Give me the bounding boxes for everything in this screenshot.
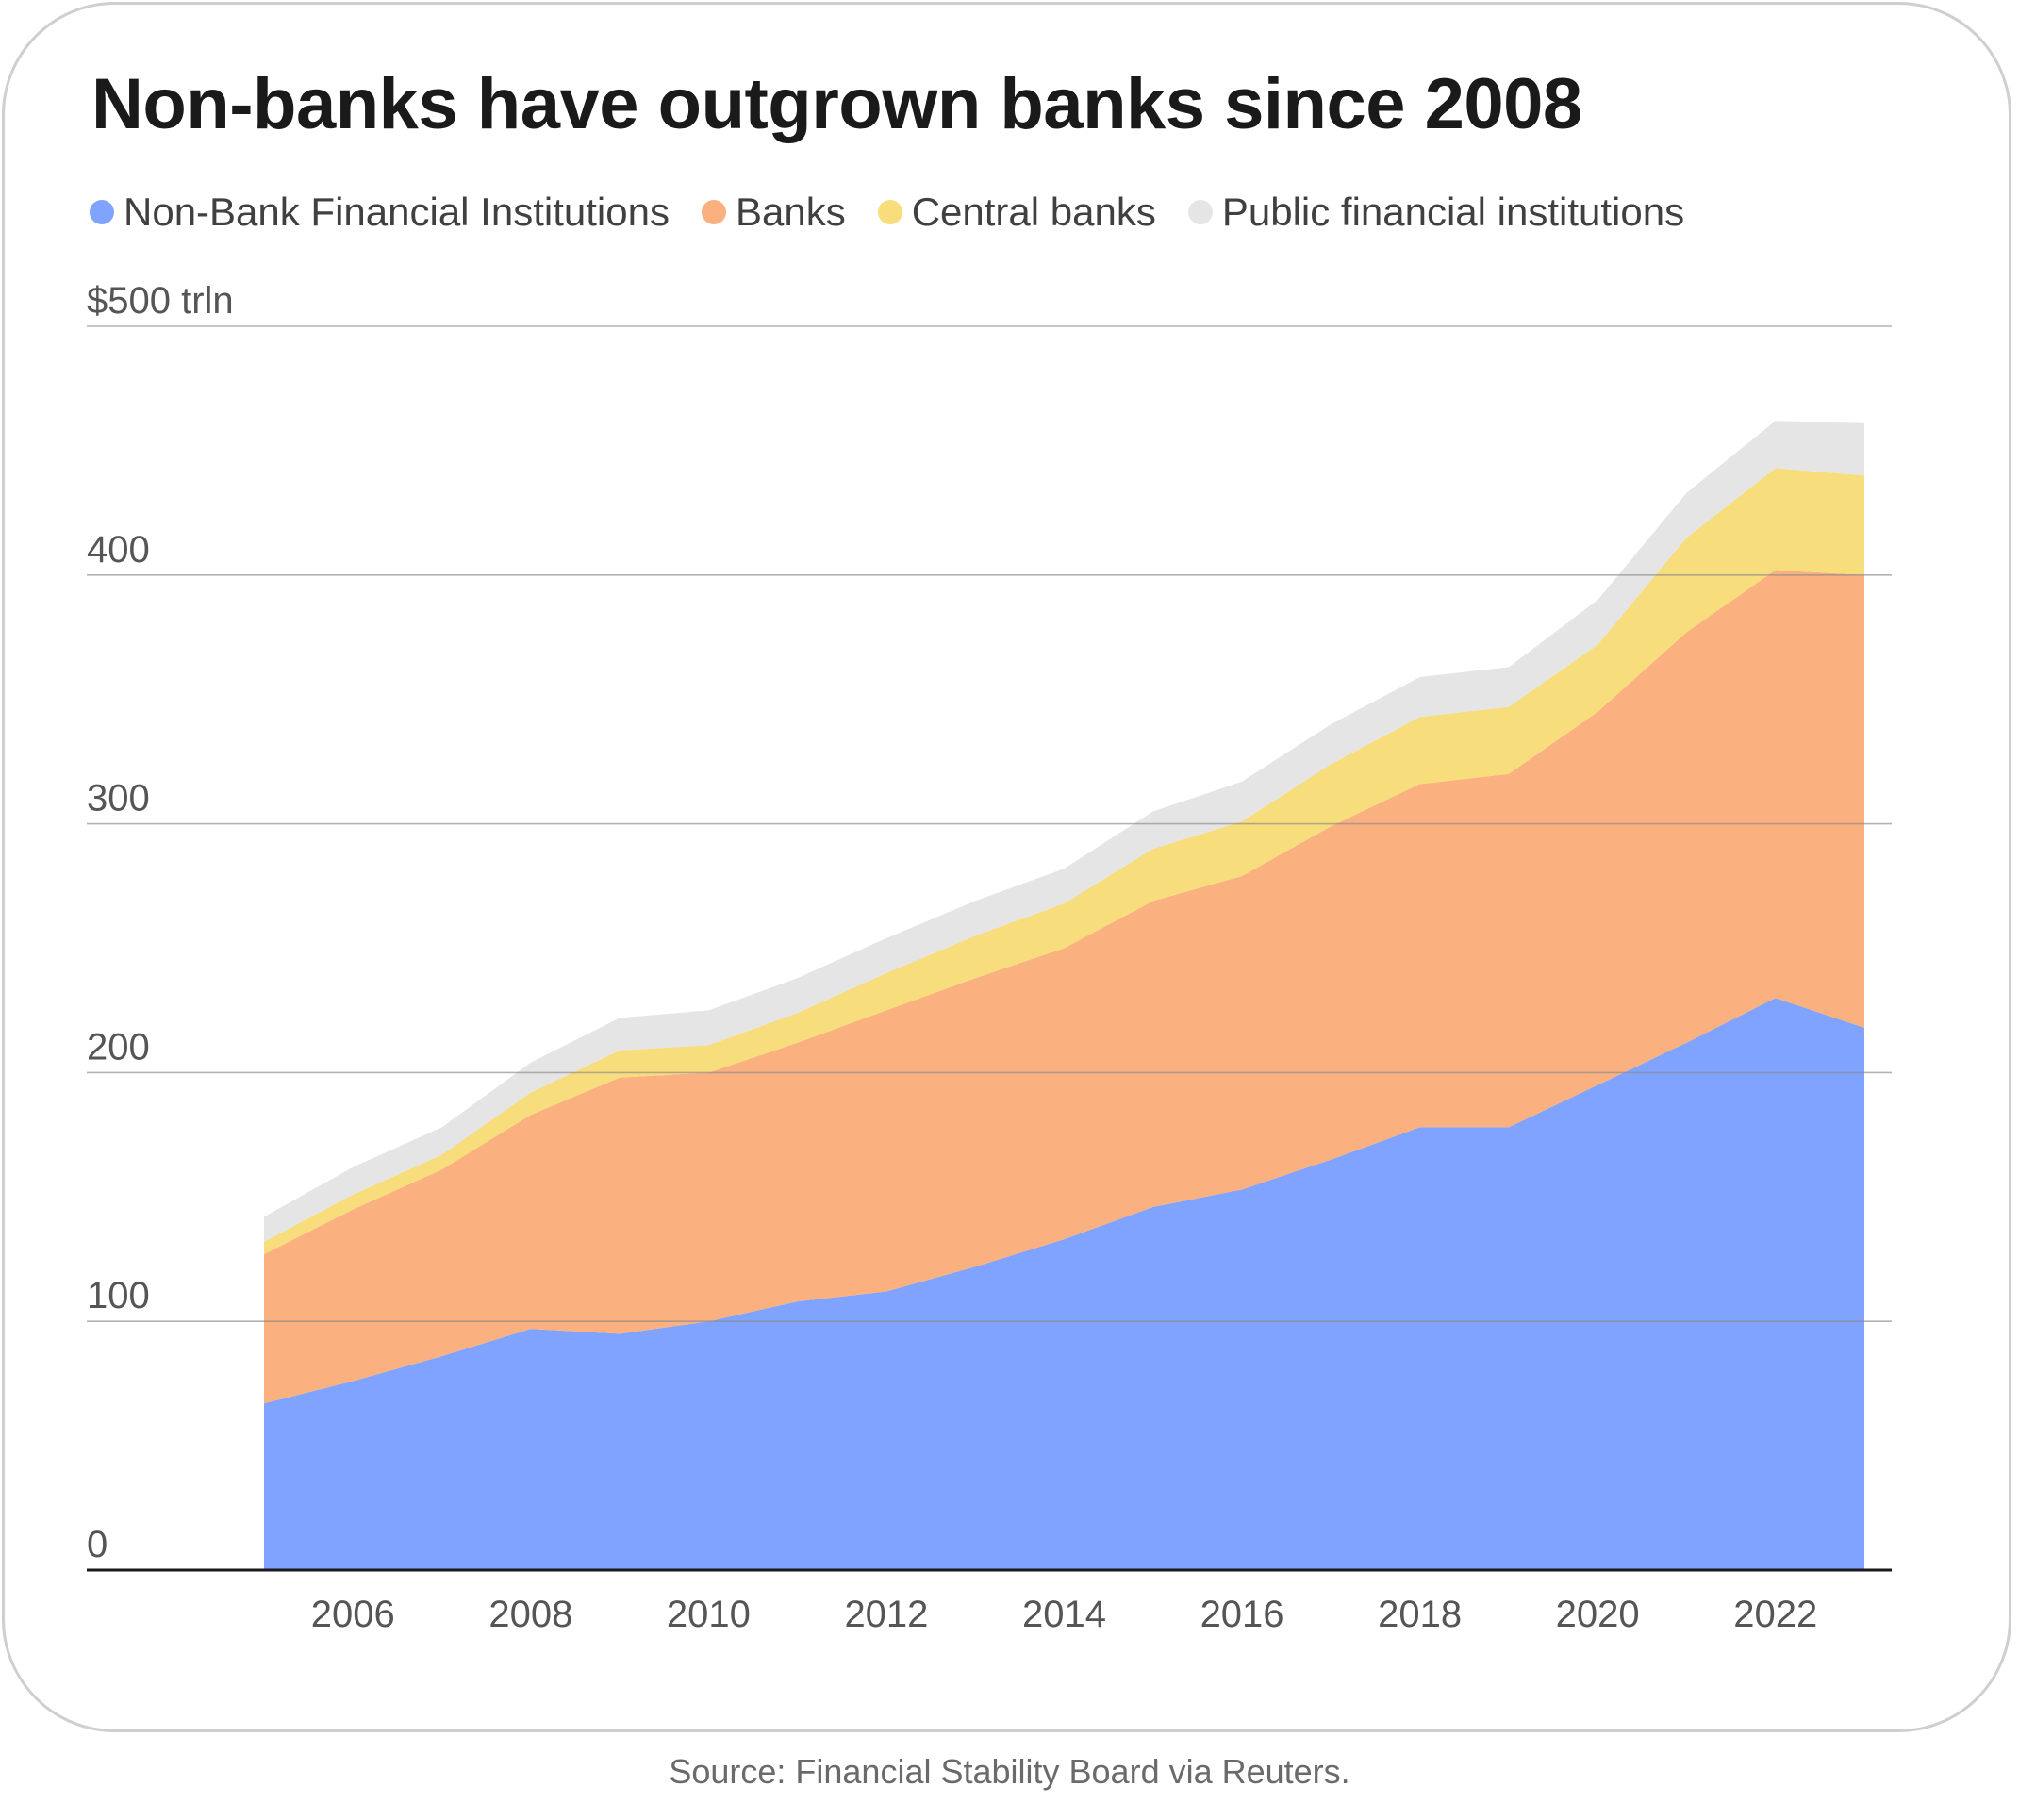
y-tick-label: 200 — [87, 1026, 150, 1067]
x-tick-label: 2012 — [844, 1594, 928, 1635]
area-banks — [264, 570, 1864, 1404]
x-axis-labels: 2006 2008 2010 2012 2014 2016 2018 2020 2022 — [311, 1594, 1817, 1635]
x-tick-label: 2016 — [1200, 1594, 1284, 1635]
x-tick-label: 2006 — [311, 1594, 395, 1635]
x-tick-label: 2010 — [667, 1594, 751, 1635]
legend-item-central-banks: Central banks — [877, 190, 1156, 235]
legend-label: Banks — [735, 190, 846, 234]
legend-item-non-bank-financial-institutions: Non-Bank Financial Institutions — [90, 190, 670, 235]
area-public-financial-institutions — [264, 421, 1864, 1242]
legend-swatch — [90, 200, 114, 224]
y-tick-label: 0 — [87, 1524, 108, 1565]
legend-label: Non-Bank Financial Institutions — [124, 190, 670, 234]
legend-swatch — [701, 200, 726, 224]
x-tick-label: 2020 — [1556, 1594, 1640, 1635]
chart-legend: Non-Bank Financial Institutions Banks Cent… — [90, 184, 1716, 240]
y-tick-label: 300 — [87, 778, 150, 819]
area-central-banks — [264, 468, 1864, 1254]
x-tick-label: 2008 — [488, 1594, 572, 1635]
x-tick-label: 2018 — [1378, 1594, 1462, 1635]
y-tick-label: $500 trln — [87, 280, 234, 322]
y-tick-label: 400 — [87, 529, 150, 571]
legend-label: Central banks — [911, 190, 1156, 234]
legend-label: Public financial institutions — [1221, 190, 1685, 234]
legend-swatch — [877, 200, 902, 224]
legend-item-banks: Banks — [701, 190, 846, 235]
x-tick-label: 2014 — [1022, 1594, 1106, 1635]
legend-swatch — [1187, 200, 1213, 224]
area-layers — [264, 421, 1864, 1570]
area-non-bank-financial-institutions — [264, 998, 1864, 1570]
y-tick-label: 100 — [87, 1275, 150, 1316]
y-grid: 0 100 200 300 400 $500 trln — [87, 280, 1892, 1572]
source-note: Source: Financial Stability Board via Re… — [669, 1752, 1350, 1791]
legend-item-public-financial-institutions: Public financial institutions — [1187, 190, 1685, 235]
x-tick-label: 2022 — [1733, 1594, 1817, 1635]
chart-title: Non-banks have outgrown banks since 2008 — [91, 64, 1582, 144]
